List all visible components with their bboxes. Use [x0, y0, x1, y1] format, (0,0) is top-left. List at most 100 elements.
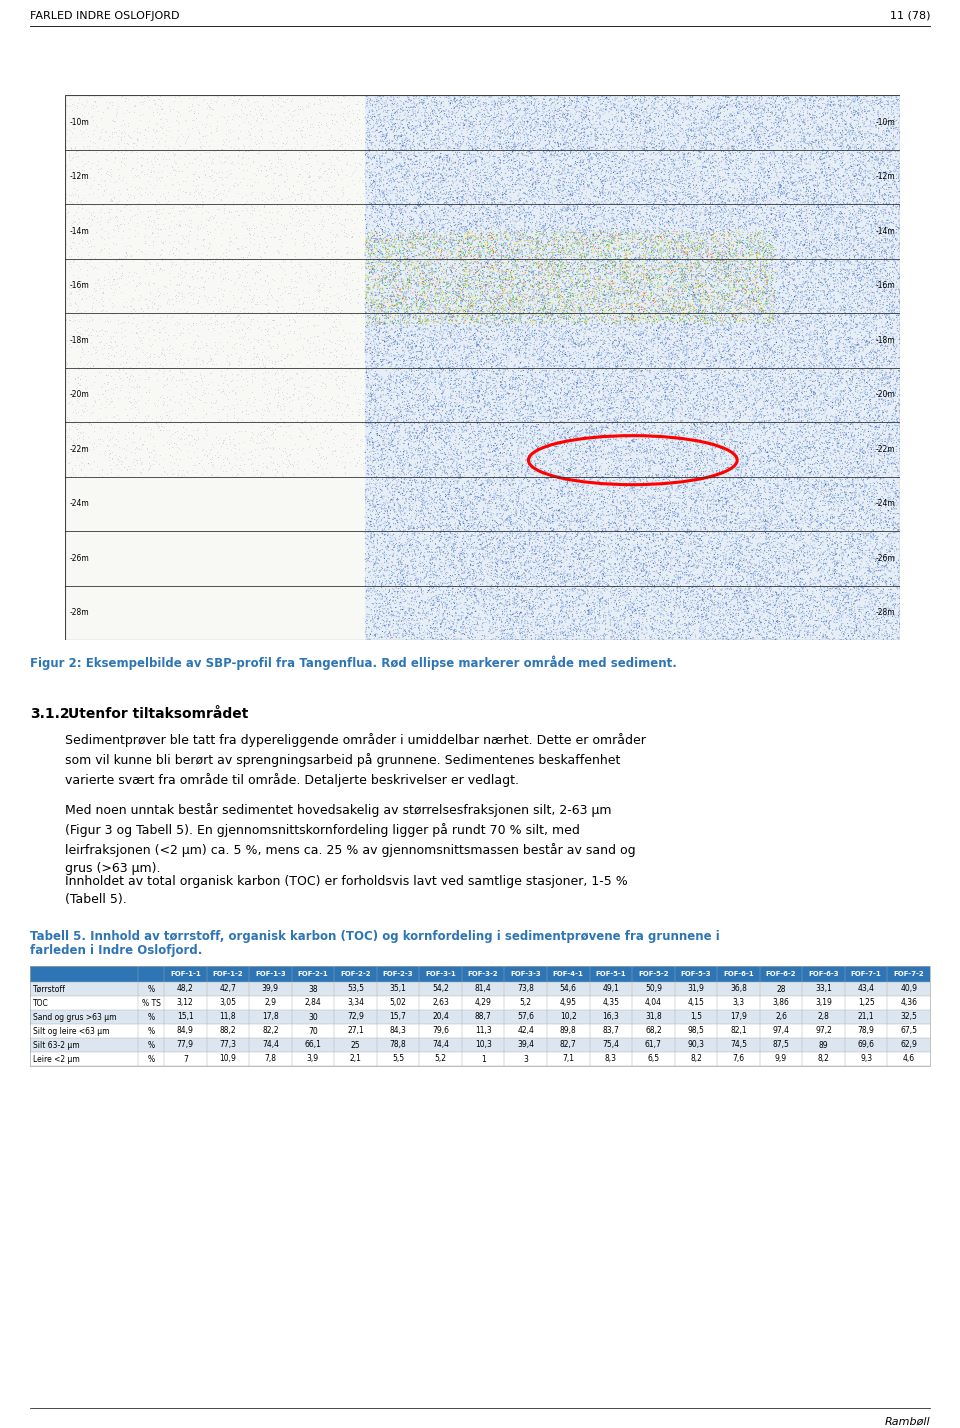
- Point: [692, 408, 708, 431]
- Point: [875, 334, 890, 357]
- Point: [108, 260, 124, 283]
- Point: [685, 578, 701, 601]
- Point: [822, 340, 837, 363]
- Point: [324, 176, 339, 198]
- Point: [64, 99, 80, 121]
- Point: [842, 367, 857, 390]
- Point: [871, 270, 886, 293]
- Point: [753, 327, 768, 350]
- Point: [455, 284, 470, 307]
- Point: [637, 97, 653, 120]
- Point: [590, 101, 606, 124]
- Point: [373, 588, 389, 611]
- Point: [659, 486, 674, 508]
- Point: [564, 137, 580, 160]
- Point: [584, 123, 599, 146]
- Point: [885, 114, 900, 137]
- Point: [241, 206, 256, 228]
- Point: [712, 283, 728, 306]
- Point: [373, 493, 389, 516]
- Point: [512, 328, 527, 351]
- Point: [693, 89, 708, 111]
- Point: [708, 343, 724, 366]
- Point: [833, 536, 849, 558]
- Point: [517, 508, 533, 531]
- Point: [684, 413, 699, 436]
- Point: [842, 214, 857, 237]
- Point: [708, 217, 724, 240]
- Point: [680, 246, 695, 268]
- Point: [796, 228, 811, 251]
- Point: [782, 90, 798, 113]
- Point: [517, 558, 533, 581]
- Point: [768, 307, 783, 330]
- Point: [713, 321, 729, 344]
- Point: [719, 500, 734, 523]
- Point: [411, 223, 426, 246]
- Point: [794, 231, 809, 254]
- Point: [135, 134, 151, 157]
- Point: [555, 498, 570, 521]
- Point: [596, 424, 612, 447]
- Point: [464, 585, 479, 608]
- Point: [672, 296, 687, 318]
- Point: [490, 560, 505, 583]
- Point: [891, 208, 906, 231]
- Point: [507, 121, 522, 144]
- Point: [701, 306, 716, 328]
- Point: [646, 84, 661, 107]
- Point: [565, 317, 581, 340]
- Point: [816, 104, 831, 127]
- Point: [394, 143, 409, 166]
- Point: [551, 498, 566, 521]
- Point: [678, 134, 693, 157]
- Point: [500, 541, 516, 564]
- Point: [387, 534, 402, 557]
- Point: [665, 149, 681, 171]
- Point: [698, 327, 713, 350]
- Point: [815, 131, 830, 154]
- Point: [463, 497, 478, 520]
- Point: [608, 254, 623, 277]
- Point: [378, 340, 394, 363]
- Point: [456, 531, 471, 554]
- Point: [483, 396, 498, 418]
- Point: [738, 397, 754, 420]
- Point: [565, 623, 581, 645]
- Point: [854, 106, 870, 129]
- Point: [446, 620, 462, 643]
- Point: [741, 418, 756, 441]
- Point: [785, 568, 801, 591]
- Point: [474, 550, 490, 573]
- Point: [387, 407, 402, 430]
- Point: [486, 536, 501, 558]
- Point: [694, 623, 709, 645]
- Point: [778, 161, 793, 184]
- Point: [679, 448, 694, 471]
- Point: [172, 403, 187, 426]
- Point: [708, 301, 723, 324]
- Point: [583, 236, 598, 258]
- Point: [580, 364, 595, 387]
- Point: [673, 253, 688, 276]
- Point: [291, 386, 306, 408]
- Point: [386, 288, 401, 311]
- Point: [451, 518, 467, 541]
- Point: [795, 97, 810, 120]
- Point: [722, 237, 737, 260]
- Point: [333, 218, 348, 241]
- Point: [765, 300, 780, 323]
- Point: [567, 267, 583, 290]
- Point: [770, 564, 785, 587]
- Point: [770, 426, 785, 448]
- Point: [620, 154, 636, 177]
- Point: [414, 153, 429, 176]
- Point: [783, 328, 799, 351]
- Point: [464, 236, 479, 258]
- Point: [406, 443, 421, 466]
- Point: [704, 381, 719, 404]
- Point: [644, 197, 660, 220]
- Point: [492, 227, 507, 250]
- Point: [475, 545, 491, 568]
- Point: [131, 221, 146, 244]
